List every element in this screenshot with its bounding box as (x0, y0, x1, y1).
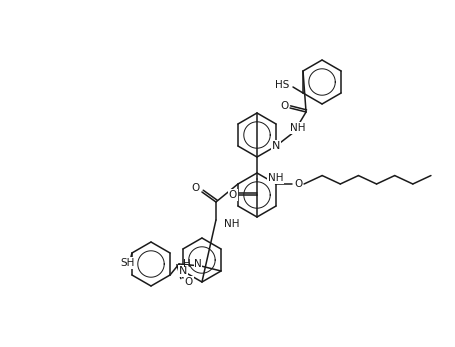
Text: O: O (192, 183, 200, 193)
Text: HS: HS (274, 80, 288, 90)
Text: NH: NH (290, 123, 305, 133)
Text: NH: NH (268, 173, 283, 183)
Text: H: H (183, 259, 191, 269)
Text: N: N (178, 266, 187, 276)
Text: O: O (293, 179, 302, 189)
Text: O: O (228, 190, 237, 200)
Text: N: N (271, 141, 280, 151)
Text: O: O (184, 277, 193, 287)
Text: O: O (279, 101, 288, 111)
Text: N: N (194, 259, 202, 269)
Text: SH: SH (121, 258, 135, 268)
Text: NH: NH (223, 219, 239, 229)
